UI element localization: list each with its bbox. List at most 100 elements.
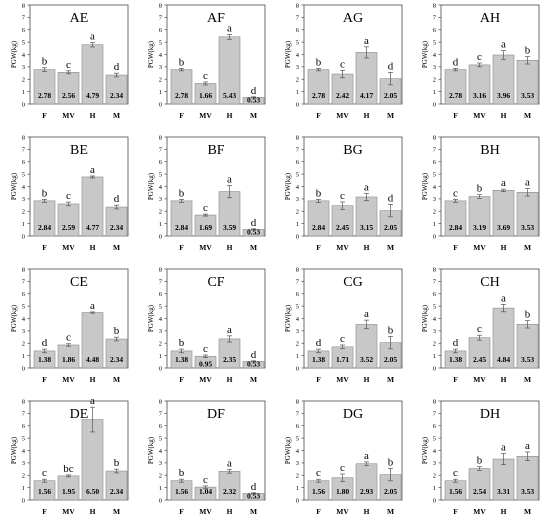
bar-value-label: 2.05	[384, 91, 397, 100]
y-tick-label: 1	[22, 221, 25, 228]
y-tick-label: 1	[433, 89, 436, 96]
x-tick-label: MV	[62, 375, 75, 384]
x-tick-label: MV	[473, 507, 486, 516]
significance-letter: d	[453, 337, 459, 349]
y-tick-label: 6	[433, 291, 437, 298]
x-tick-label: MV	[199, 243, 212, 252]
bar-value-label: 2.34	[110, 355, 123, 364]
x-tick-label: M	[113, 243, 120, 252]
y-tick-label: 6	[433, 159, 437, 166]
y-axis-label: PGW(kg)	[284, 436, 292, 464]
y-tick-label: 5	[296, 303, 299, 310]
chart-panel-ah: 0 1 2 3 4 5 6 7 8 PGW(kg) AH d 2.78 Fc 3.16 MV a 3.96 Hb 3.…	[421, 2, 540, 120]
y-tick-label: 5	[433, 39, 436, 46]
x-tick-label: H	[501, 111, 507, 120]
y-tick-label: 5	[159, 435, 162, 442]
chart-panel-ae: 0 1 2 3 4 5 6 7 8 PGW(kg) AE b 2.78 Fc 2.56 MV a 4.79 Hd 2.…	[10, 2, 129, 120]
y-tick-label: 3	[159, 196, 162, 203]
y-tick-label: 2	[22, 209, 25, 216]
y-tick-label: 2	[296, 473, 299, 480]
bar-value-label: 1.56	[312, 487, 325, 496]
y-tick-label: 1	[433, 485, 436, 492]
y-tick-label: 2	[159, 473, 162, 480]
x-tick-label: F	[179, 375, 184, 384]
significance-letter: b	[114, 325, 120, 337]
y-tick-label: 7	[433, 279, 437, 286]
y-tick-label: 3	[22, 196, 25, 203]
significance-letter: d	[388, 60, 394, 72]
x-tick-label: H	[227, 375, 233, 384]
bar-value-label: 0.53	[247, 360, 260, 369]
chart-panel-bg: 0 1 2 3 4 5 6 7 8 PGW(kg) BG b 2.84 Fc 2.45 MV a 3.15 Hd 2.…	[284, 134, 403, 252]
significance-letter: d	[453, 56, 459, 68]
significance-letter: c	[66, 190, 71, 202]
y-tick-label: 6	[296, 423, 300, 430]
panel-title: AG	[343, 11, 363, 26]
bar-value-label: 2.78	[312, 91, 325, 100]
y-tick-label: 8	[296, 266, 299, 273]
y-tick-label: 1	[22, 353, 25, 360]
bar-value-label: 2.05	[384, 487, 397, 496]
bar-value-label: 3.53	[521, 487, 534, 496]
significance-letter: c	[453, 187, 458, 199]
y-tick-label: 7	[296, 411, 300, 418]
y-axis-label: PGW(kg)	[10, 436, 18, 464]
bar-value-label: 2.84	[312, 223, 325, 232]
chart-panel-bf: 0 1 2 3 4 5 6 7 8 PGW(kg) BF b 2.84 Fc 1.69 MV a 3.59 Hd0.…	[147, 134, 266, 252]
bar-value-label: 1.04	[199, 487, 212, 496]
y-tick-label: 6	[22, 27, 26, 34]
x-tick-label: H	[227, 243, 233, 252]
bar-value-label: 1.56	[449, 487, 462, 496]
y-tick-label: 3	[433, 460, 436, 467]
y-tick-label: 1	[296, 485, 299, 492]
y-tick-label: 4	[433, 184, 437, 191]
y-tick-label: 4	[296, 448, 300, 455]
y-tick-label: 8	[433, 134, 436, 141]
significance-letter: d	[251, 217, 257, 229]
panel-title: DG	[343, 407, 363, 422]
x-tick-label: H	[364, 375, 370, 384]
significance-letter: c	[340, 333, 345, 345]
bar-value-label: 2.42	[336, 91, 349, 100]
bar-value-label: 1.71	[336, 355, 349, 364]
bar-value-label: 2.35	[223, 355, 236, 364]
y-tick-label: 6	[296, 159, 300, 166]
bar-value-label: 0.53	[247, 228, 260, 237]
panel-title: CF	[207, 275, 224, 290]
y-axis-label: PGW(kg)	[147, 436, 155, 464]
significance-letter: c	[203, 70, 208, 82]
y-tick-label: 7	[159, 147, 163, 154]
y-tick-label: 0	[22, 101, 25, 108]
chart-panel-de: 0 1 2 3 4 5 6 7 8 PGW(kg) DE c 1.56 Fbc 1.95 MV a 6.50 Hb 2…	[10, 395, 129, 516]
x-tick-label: H	[364, 243, 370, 252]
y-tick-label: 5	[433, 303, 436, 310]
x-tick-label: M	[524, 375, 531, 384]
x-tick-label: MV	[62, 243, 75, 252]
y-axis-label: PGW(kg)	[147, 304, 155, 332]
bar-value-label: 1.56	[38, 487, 51, 496]
bar-value-label: 3.96	[497, 91, 510, 100]
y-tick-label: 2	[433, 209, 436, 216]
x-tick-label: MV	[473, 375, 486, 384]
y-tick-label: 3	[159, 328, 162, 335]
significance-letter: c	[42, 467, 47, 479]
y-tick-label: 2	[296, 77, 299, 84]
y-axis-label: PGW(kg)	[421, 172, 429, 200]
x-tick-label: M	[250, 243, 257, 252]
x-tick-label: MV	[199, 375, 212, 384]
y-tick-label: 4	[159, 448, 163, 455]
x-tick-label: M	[113, 111, 120, 120]
x-tick-label: M	[250, 111, 257, 120]
bar-value-label: 3.31	[497, 487, 510, 496]
bar-value-label: 1.38	[38, 355, 51, 364]
significance-letter: b	[179, 187, 185, 199]
panel-title: CH	[480, 275, 499, 290]
chart-panel-cf: 0 1 2 3 4 5 6 7 8 PGW(kg) CF b 1.38 Fc 0.95 MV a 2.35 Hd0.…	[147, 266, 266, 384]
significance-letter: b	[388, 324, 394, 336]
y-tick-label: 7	[22, 411, 26, 418]
panel-title: CE	[70, 275, 88, 290]
bar-value-label: 2.34	[110, 91, 123, 100]
bar-value-label: 3.69	[497, 223, 510, 232]
y-tick-label: 0	[296, 233, 299, 240]
significance-letter: c	[316, 467, 321, 479]
